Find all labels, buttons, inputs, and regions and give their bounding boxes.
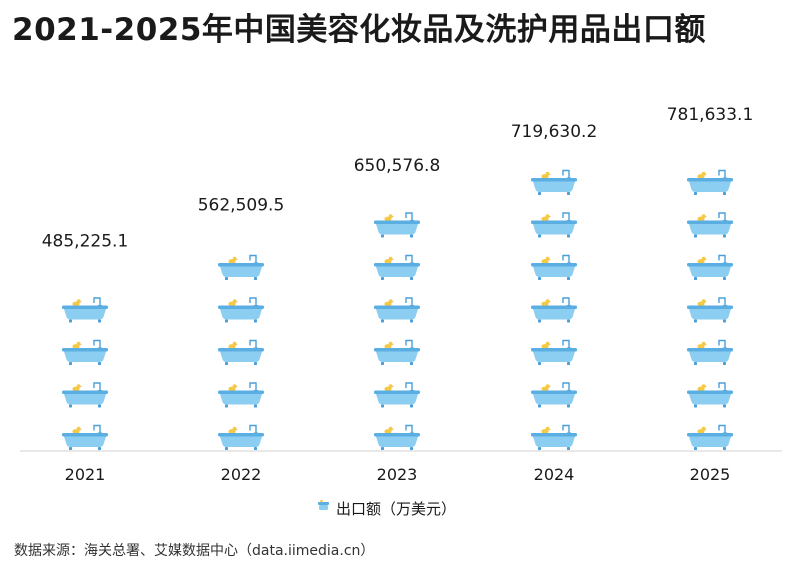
value-label: 650,576.8 <box>354 156 441 176</box>
legend-swatch-icon <box>318 499 329 510</box>
bathtub-icon <box>217 254 265 281</box>
bathtub-icon <box>373 339 421 366</box>
bathtub-icon <box>530 297 578 324</box>
bar-2023 <box>373 181 421 451</box>
bathtub-icon-partial <box>217 220 265 238</box>
bar-2021 <box>61 256 109 451</box>
bathtub-icon <box>530 169 578 196</box>
bathtub-icon <box>530 424 578 451</box>
bathtub-icon <box>686 424 734 451</box>
source-note: 数据来源：海关总署、艾媒数据中心（data.iimedia.cn） <box>14 543 375 559</box>
bathtub-icon <box>530 382 578 409</box>
bathtub-icon <box>217 297 265 324</box>
x-tick-label: 2024 <box>534 465 575 484</box>
bathtub-icon <box>373 254 421 281</box>
bathtub-icon <box>530 212 578 239</box>
bathtub-icon <box>686 254 734 281</box>
bathtub-icon <box>373 382 421 409</box>
x-tick-label: 2022 <box>221 465 262 484</box>
value-label: 562,509.5 <box>198 195 285 215</box>
chart-title: 2021-2025年中国美容化妆品及洗护用品出口额 <box>12 12 706 48</box>
bathtub-icon <box>530 254 578 281</box>
bathtub-icon <box>61 297 109 324</box>
bathtub-icon <box>686 169 734 196</box>
x-tick-label: 2023 <box>377 465 418 484</box>
bathtub-icon <box>686 297 734 324</box>
bathtub-icon <box>373 297 421 324</box>
bathtub-icon <box>61 424 109 451</box>
x-tick-label: 2021 <box>65 465 106 484</box>
bathtub-icon <box>61 382 109 409</box>
bathtub-icon <box>217 424 265 451</box>
bathtub-icon <box>373 424 421 451</box>
bathtub-icon <box>530 339 578 366</box>
bathtub-icon-partial <box>686 130 734 153</box>
bar-2024 <box>530 147 578 451</box>
bar-2025 <box>686 130 734 451</box>
x-tick-label: 2025 <box>690 465 731 484</box>
bathtub-icon-partial <box>61 256 109 281</box>
bathtub-icon <box>686 339 734 366</box>
bathtub-icon <box>686 212 734 239</box>
value-label: 719,630.2 <box>511 122 598 142</box>
value-label: 485,225.1 <box>42 232 129 252</box>
legend-label: 出口额（万美元） <box>336 500 456 518</box>
bathtub-icon <box>61 339 109 366</box>
bathtub-icon <box>686 382 734 409</box>
bathtub-icon <box>217 339 265 366</box>
bar-2022 <box>217 220 265 451</box>
legend: 出口额（万美元） <box>318 499 456 518</box>
value-label: 781,633.1 <box>667 105 754 125</box>
bathtub-icon <box>373 212 421 239</box>
bathtub-icon <box>217 382 265 409</box>
